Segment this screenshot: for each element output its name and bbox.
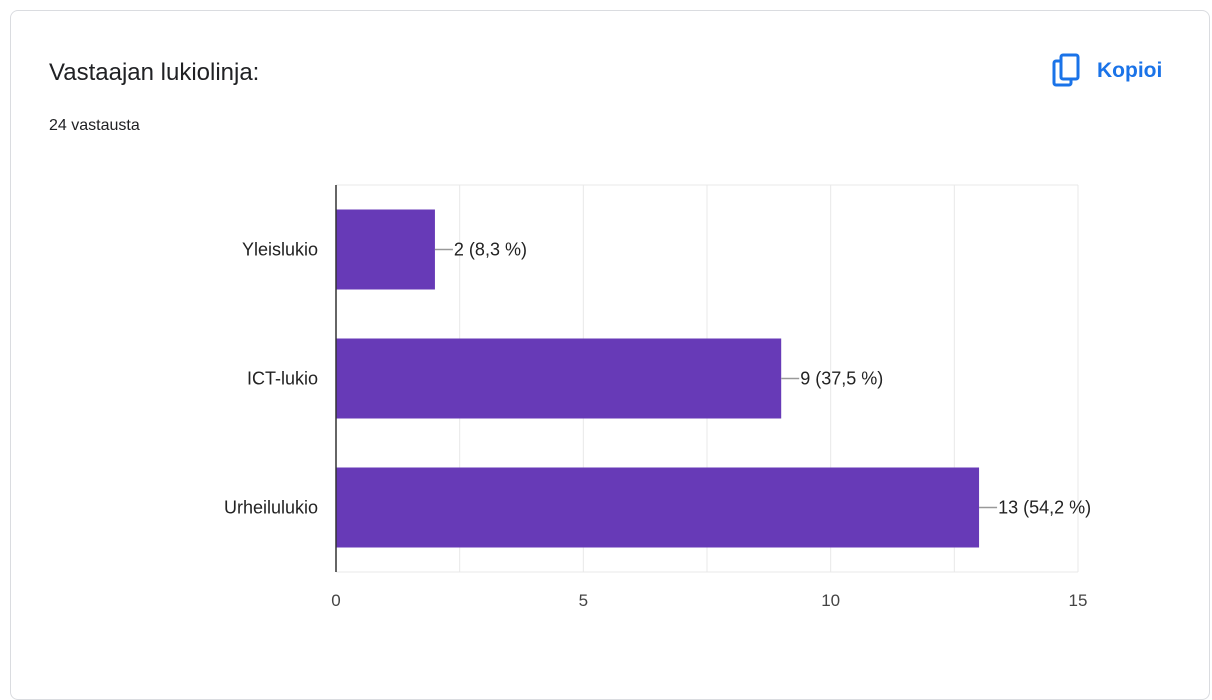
category-label: ICT-lukio bbox=[247, 369, 318, 389]
x-tick-label: 10 bbox=[821, 591, 840, 610]
copy-button[interactable]: Kopioi bbox=[1051, 51, 1162, 91]
x-tick-label: 0 bbox=[331, 591, 340, 610]
question-title: Vastaajan lukiolinja: bbox=[49, 59, 260, 86]
copy-button-label: Kopioi bbox=[1097, 59, 1163, 82]
value-label: 9 (37,5 %) bbox=[800, 369, 883, 389]
bar-ict-lukio bbox=[336, 338, 782, 419]
value-label: 2 (8,3 %) bbox=[454, 240, 527, 260]
value-label: 13 (54,2 %) bbox=[998, 498, 1091, 518]
bar-yleislukio bbox=[336, 209, 435, 290]
copy-icon bbox=[1052, 53, 1080, 87]
x-tick-label: 5 bbox=[579, 591, 588, 610]
x-tick-label: 15 bbox=[1069, 591, 1088, 610]
bar-urheilulukio bbox=[336, 467, 980, 548]
category-label: Yleislukio bbox=[242, 240, 318, 260]
bar-chart: Yleislukio 2 (8,3 %) ICT-lukio 9 (37,5 %) Ur… bbox=[224, 184, 1091, 610]
response-count: 24 vastausta bbox=[49, 117, 140, 134]
category-label: Urheilulukio bbox=[224, 498, 318, 518]
